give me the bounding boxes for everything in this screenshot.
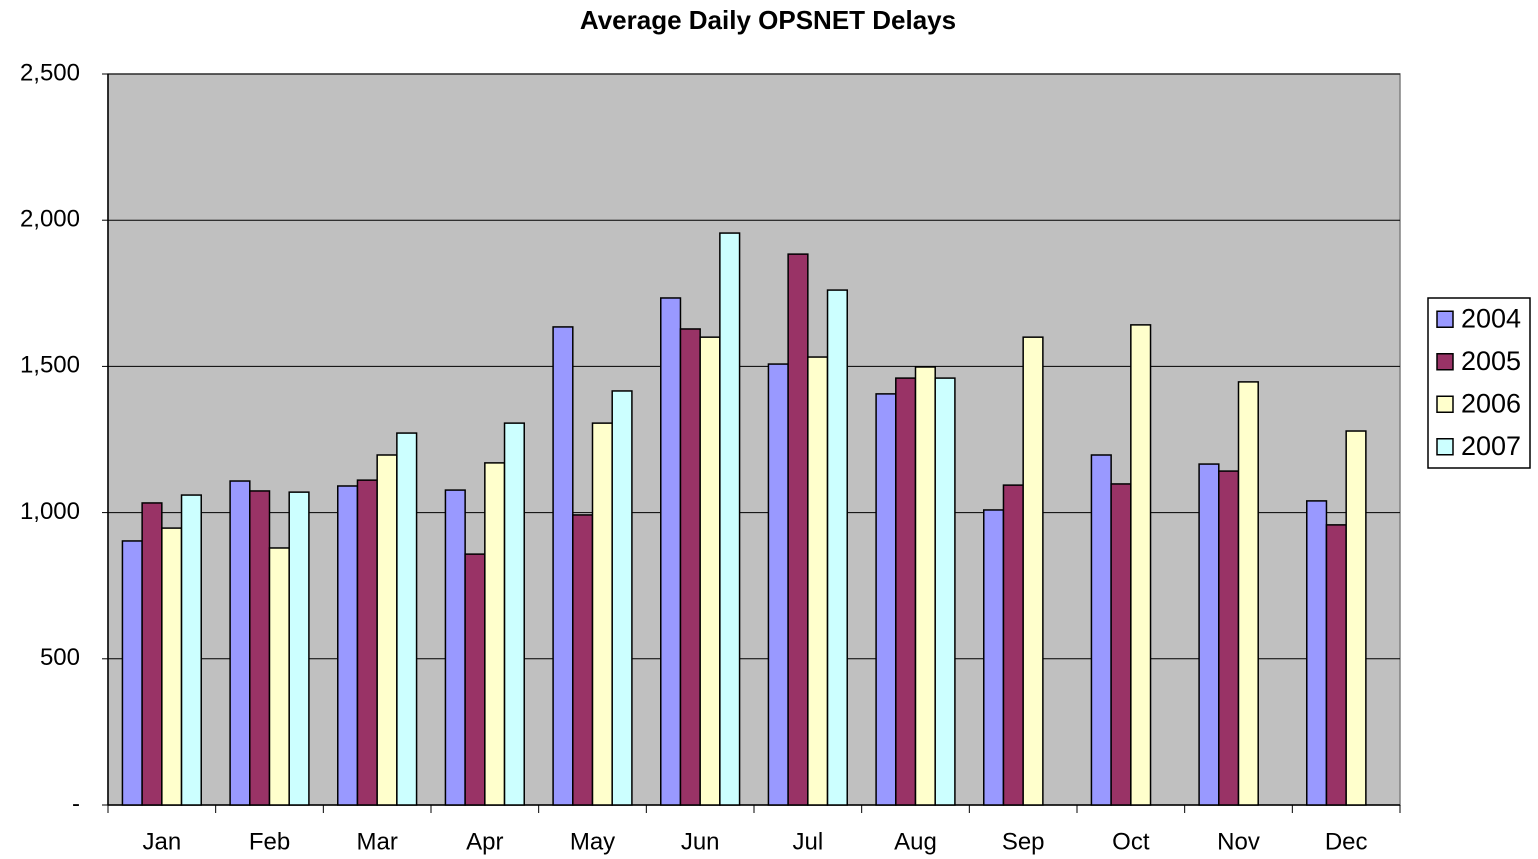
x-tick-label: Mar [356,828,397,855]
y-tick-label: 2,500 [20,59,80,86]
bar [444,489,466,806]
bar [376,454,398,806]
bar [1090,454,1112,806]
bar [337,485,359,806]
bar [1022,336,1044,806]
x-tick-label: Jul [792,828,823,855]
bar [591,422,613,806]
legend-label: 2004 [1461,303,1521,333]
bar [1110,483,1132,806]
bar [484,462,506,806]
legend-swatch [1436,310,1454,328]
bar [229,480,251,806]
bar [719,232,741,806]
legend-swatch [1436,438,1454,456]
bar [934,377,956,806]
bar [914,366,936,806]
bar [1218,470,1240,806]
y-tick-label: 1,500 [20,352,80,379]
plot-area [107,73,1401,806]
legend-label: 2005 [1461,346,1521,376]
bar [249,490,271,806]
bar [807,356,829,806]
bar [503,422,525,806]
bar [1306,500,1328,806]
legend-swatch [1436,395,1454,413]
bar [787,253,809,806]
bar [767,363,789,806]
x-tick-label: Feb [249,828,290,855]
x-tick-label: Sep [1002,828,1045,855]
bar [180,494,202,806]
bar [464,553,486,806]
bar [826,289,848,806]
bar [611,390,633,806]
bar [983,509,1005,806]
y-tick-label: 2,000 [20,206,80,233]
bar [1130,324,1152,806]
bar [1198,463,1220,806]
bar [161,527,183,806]
bar [1325,524,1347,806]
bar [1002,484,1024,806]
chart-title: Average Daily OPSNET Delays [580,5,956,35]
bar [356,479,378,806]
y-tick-label: - [72,790,80,817]
bar [141,502,163,806]
bar [1345,430,1367,806]
bar [699,336,721,806]
x-tick-label: Dec [1325,828,1368,855]
legend-label: 2006 [1461,388,1521,418]
x-tick-label: Apr [466,828,503,855]
x-tick-label: Aug [894,828,937,855]
bar [396,432,418,806]
x-tick-label: Jun [681,828,720,855]
bar [660,297,682,806]
y-tick-label: 500 [40,644,80,671]
x-tick-label: Jan [142,828,181,855]
legend-swatch [1436,353,1454,371]
bar [895,377,917,806]
bar [121,540,143,806]
y-tick-label: 1,000 [20,498,80,525]
x-tick-label: May [570,828,615,855]
x-tick-label: Oct [1112,828,1150,855]
bar [268,547,290,806]
bar [679,328,701,806]
x-tick-label: Nov [1217,828,1260,855]
bar [288,491,310,806]
bar [552,326,574,806]
bar [875,393,897,806]
bar [572,514,594,806]
legend-label: 2007 [1461,431,1521,461]
bar [1237,381,1259,806]
